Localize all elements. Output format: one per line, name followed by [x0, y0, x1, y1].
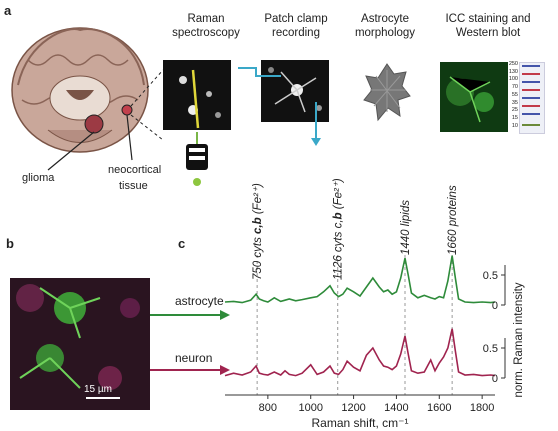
- series-line-astrocyte: [224, 255, 496, 304]
- tissue-label: tissue: [119, 180, 148, 192]
- annotation-label: 750 cyts c,b (Fe²⁺): [252, 183, 264, 280]
- neocortical-marker: [121, 104, 133, 116]
- brain-illustration: [11, 27, 164, 171]
- header-patch-clamp: Patch clamp recording: [264, 13, 328, 39]
- series-arrowhead-neuron: [220, 365, 230, 375]
- patch-clamp-micrograph: [261, 60, 329, 122]
- x-tick-label: 1400: [384, 402, 408, 414]
- blot-bands: [522, 65, 540, 126]
- header-astrocyte-morphology: Astrocyte morphology: [354, 13, 416, 39]
- x-tick-label: 1200: [341, 402, 365, 414]
- y-tick-label: 0: [492, 373, 498, 385]
- panel-label-a: a: [4, 3, 12, 18]
- patch-pipette-icon: [238, 67, 321, 146]
- objective-lens-icon: [186, 132, 208, 186]
- x-tick-label: 1000: [298, 402, 322, 414]
- annotation-label: 1126 cyts c,b (Fe²⁺): [333, 178, 345, 280]
- raman-micrograph: [163, 60, 231, 130]
- x-tick-label: 1800: [470, 402, 494, 414]
- fluorescence-micrograph: [10, 278, 150, 410]
- panel-label-b: b: [6, 236, 14, 251]
- astrocyte-morphology-image: [363, 63, 411, 122]
- panel-label-c: c: [178, 236, 186, 251]
- y-tick-label: 0.5: [483, 270, 498, 282]
- x-axis-title: Raman shift, cm⁻¹: [311, 416, 408, 430]
- y-tick-label: 0: [492, 300, 498, 312]
- glioma-label: glioma: [22, 172, 55, 184]
- series-label-neuron: neuron: [175, 351, 212, 365]
- glioma-marker: [84, 114, 104, 134]
- blot-ladder: 250 130 100 70 55 35 25 15 10: [508, 61, 518, 129]
- scale-bar-label: 15 µm: [84, 384, 112, 395]
- series-label-astrocyte: astrocyte: [175, 294, 224, 308]
- neocortical-label: neocortical: [108, 164, 162, 176]
- annotation-label: 1440 lipids: [400, 200, 412, 255]
- x-tick-label: 800: [259, 402, 277, 414]
- y-axis-title: norm. Raman intensity: [513, 282, 525, 397]
- annotation-label: 1660 proteins: [447, 185, 459, 255]
- header-raman: Raman spectroscopy: [172, 13, 240, 39]
- series-line-neuron: [224, 328, 496, 377]
- series-arrowhead-astrocyte: [220, 310, 230, 320]
- header-icc-western: ICC staining and Western blot: [445, 13, 531, 39]
- x-tick-label: 1600: [427, 402, 451, 414]
- raman-spectra-chart: 750 cyts c,b (Fe²⁺) 1126 cyts c,b (Fe²⁺) 1…: [150, 178, 525, 430]
- y-tick-label: 0.5: [483, 343, 498, 355]
- icc-staining-image: [440, 62, 508, 132]
